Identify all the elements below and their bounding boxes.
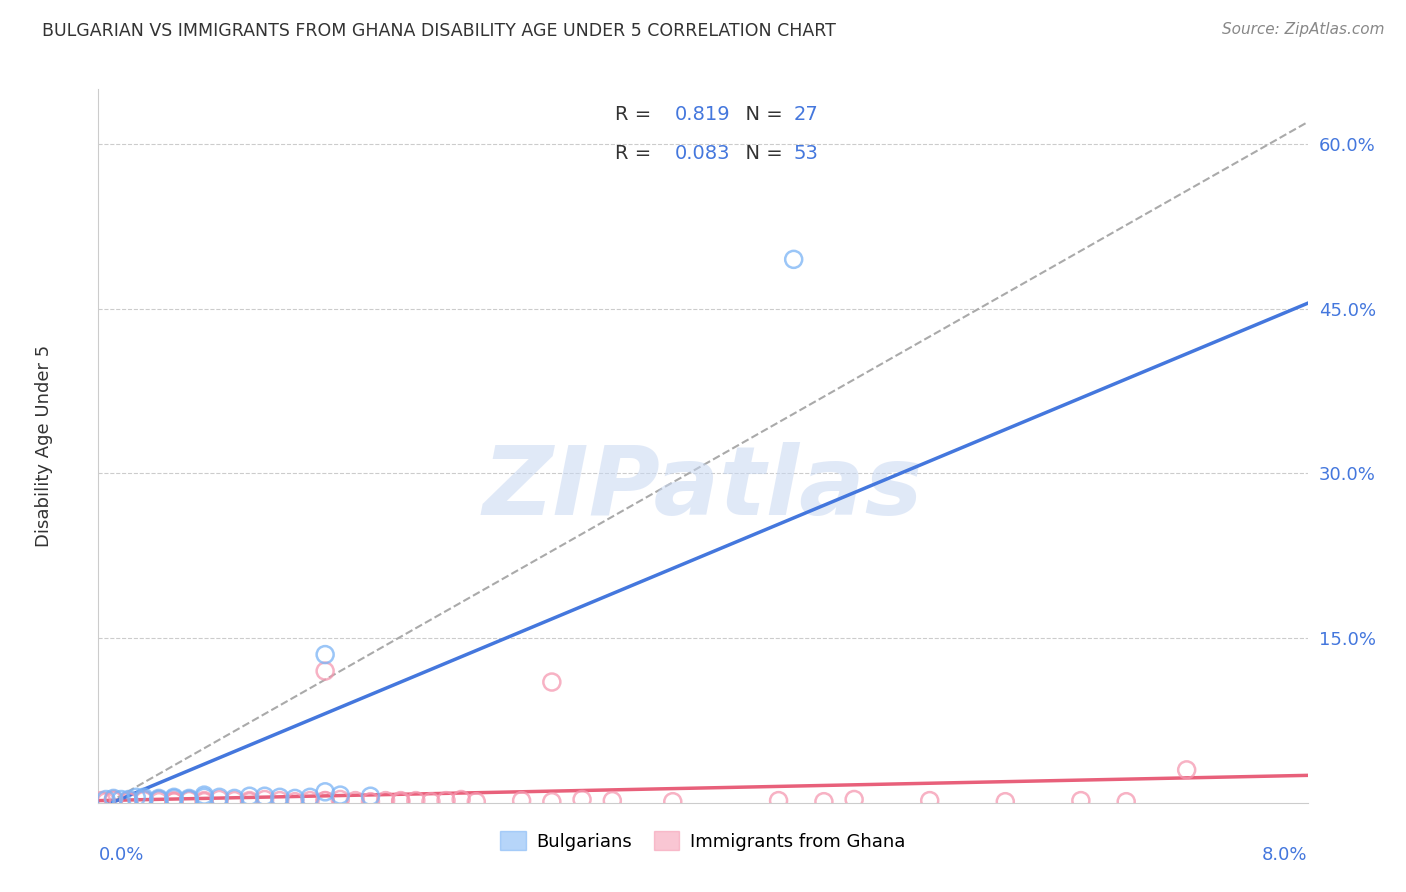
Point bbox=[284, 791, 307, 805]
Point bbox=[269, 790, 291, 805]
Point bbox=[179, 791, 201, 805]
Point bbox=[125, 790, 148, 805]
Point bbox=[224, 794, 246, 808]
Text: 8.0%: 8.0% bbox=[1263, 846, 1308, 863]
Point bbox=[450, 792, 472, 806]
Point bbox=[314, 794, 336, 808]
Text: 53: 53 bbox=[793, 144, 818, 163]
Point bbox=[163, 795, 186, 809]
Text: Disability Age Under 5: Disability Age Under 5 bbox=[35, 345, 53, 547]
Text: Source: ZipAtlas.com: Source: ZipAtlas.com bbox=[1222, 22, 1385, 37]
Text: R =: R = bbox=[614, 105, 657, 124]
Point bbox=[179, 792, 201, 806]
Point bbox=[132, 792, 155, 806]
Point bbox=[314, 785, 336, 799]
Point bbox=[118, 794, 141, 808]
Point bbox=[602, 794, 624, 808]
Point bbox=[148, 795, 170, 809]
Point bbox=[374, 794, 396, 808]
Point bbox=[163, 791, 186, 805]
Point bbox=[314, 664, 336, 678]
Text: 0.083: 0.083 bbox=[675, 144, 731, 163]
Point bbox=[148, 791, 170, 805]
Point bbox=[299, 794, 322, 808]
Point bbox=[768, 794, 790, 808]
Point bbox=[132, 790, 155, 805]
Point bbox=[314, 794, 336, 808]
Point bbox=[465, 795, 488, 809]
Point bbox=[299, 790, 322, 805]
Point bbox=[224, 791, 246, 805]
Point bbox=[193, 795, 215, 809]
Point bbox=[103, 794, 125, 808]
Point bbox=[253, 789, 276, 804]
Point bbox=[510, 794, 533, 808]
Point bbox=[269, 794, 291, 808]
Point bbox=[94, 795, 117, 809]
Point bbox=[239, 789, 262, 804]
Point bbox=[118, 795, 141, 809]
Point bbox=[132, 792, 155, 806]
Point bbox=[1175, 763, 1198, 777]
Point bbox=[103, 791, 125, 805]
Point bbox=[389, 794, 412, 808]
Point bbox=[284, 795, 307, 809]
Point bbox=[540, 795, 562, 809]
Point bbox=[434, 794, 457, 808]
Point bbox=[360, 789, 382, 804]
Point bbox=[118, 792, 141, 806]
Point bbox=[1115, 795, 1137, 809]
Point bbox=[110, 792, 132, 806]
Point bbox=[918, 794, 941, 808]
Legend: Bulgarians, Immigrants from Ghana: Bulgarians, Immigrants from Ghana bbox=[494, 824, 912, 858]
Point bbox=[148, 792, 170, 806]
Point bbox=[329, 792, 352, 806]
Point bbox=[540, 675, 562, 690]
Text: BULGARIAN VS IMMIGRANTS FROM GHANA DISABILITY AGE UNDER 5 CORRELATION CHART: BULGARIAN VS IMMIGRANTS FROM GHANA DISAB… bbox=[42, 22, 837, 40]
Point bbox=[239, 794, 262, 808]
Point bbox=[193, 790, 215, 805]
Point bbox=[163, 795, 186, 809]
Point bbox=[163, 790, 186, 805]
Point bbox=[94, 792, 117, 806]
Point bbox=[783, 252, 806, 267]
Point bbox=[179, 792, 201, 806]
Text: R =: R = bbox=[614, 144, 657, 163]
Point bbox=[103, 792, 125, 806]
Text: ZIPatlas: ZIPatlas bbox=[482, 442, 924, 535]
Point bbox=[90, 794, 112, 808]
Point bbox=[208, 790, 231, 805]
Point bbox=[329, 788, 352, 802]
Point bbox=[360, 795, 382, 809]
Point bbox=[344, 794, 367, 808]
Point bbox=[253, 792, 276, 806]
Point bbox=[314, 648, 336, 662]
Text: 0.0%: 0.0% bbox=[98, 846, 143, 863]
Point bbox=[994, 795, 1017, 809]
Point bbox=[163, 794, 186, 808]
Text: N =: N = bbox=[734, 144, 789, 163]
Point bbox=[148, 792, 170, 806]
Point bbox=[405, 794, 427, 808]
Point bbox=[420, 795, 443, 809]
Point bbox=[239, 795, 262, 809]
Point bbox=[132, 794, 155, 808]
Text: 0.819: 0.819 bbox=[675, 105, 731, 124]
Point bbox=[571, 792, 593, 806]
Text: 27: 27 bbox=[793, 105, 818, 124]
Point bbox=[179, 794, 201, 808]
Point bbox=[208, 792, 231, 806]
Point bbox=[193, 794, 215, 808]
Point bbox=[844, 792, 866, 806]
Point bbox=[661, 795, 683, 809]
Point bbox=[1070, 794, 1092, 808]
Text: N =: N = bbox=[734, 105, 789, 124]
Point bbox=[193, 788, 215, 802]
Point bbox=[389, 795, 412, 809]
Point bbox=[813, 795, 835, 809]
